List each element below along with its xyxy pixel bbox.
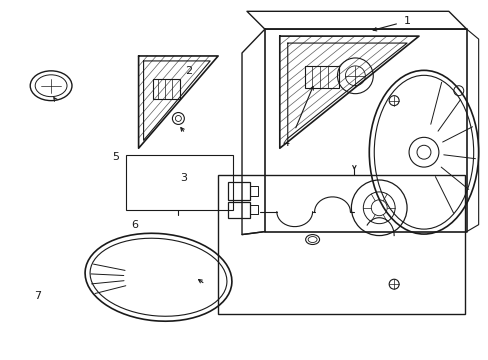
Text: 4: 4 bbox=[282, 138, 289, 148]
Bar bbox=[218, 175, 464, 314]
Text: 7: 7 bbox=[34, 291, 41, 301]
Bar bbox=[125, 155, 233, 210]
Bar bbox=[152, 79, 180, 99]
Bar bbox=[227, 182, 249, 200]
Text: 5: 5 bbox=[112, 152, 119, 162]
Text: 2: 2 bbox=[184, 66, 192, 76]
Bar bbox=[227, 202, 249, 218]
Text: 6: 6 bbox=[131, 220, 138, 230]
Text: 1: 1 bbox=[403, 16, 410, 26]
Text: 3: 3 bbox=[180, 173, 187, 183]
Bar bbox=[304, 66, 339, 88]
